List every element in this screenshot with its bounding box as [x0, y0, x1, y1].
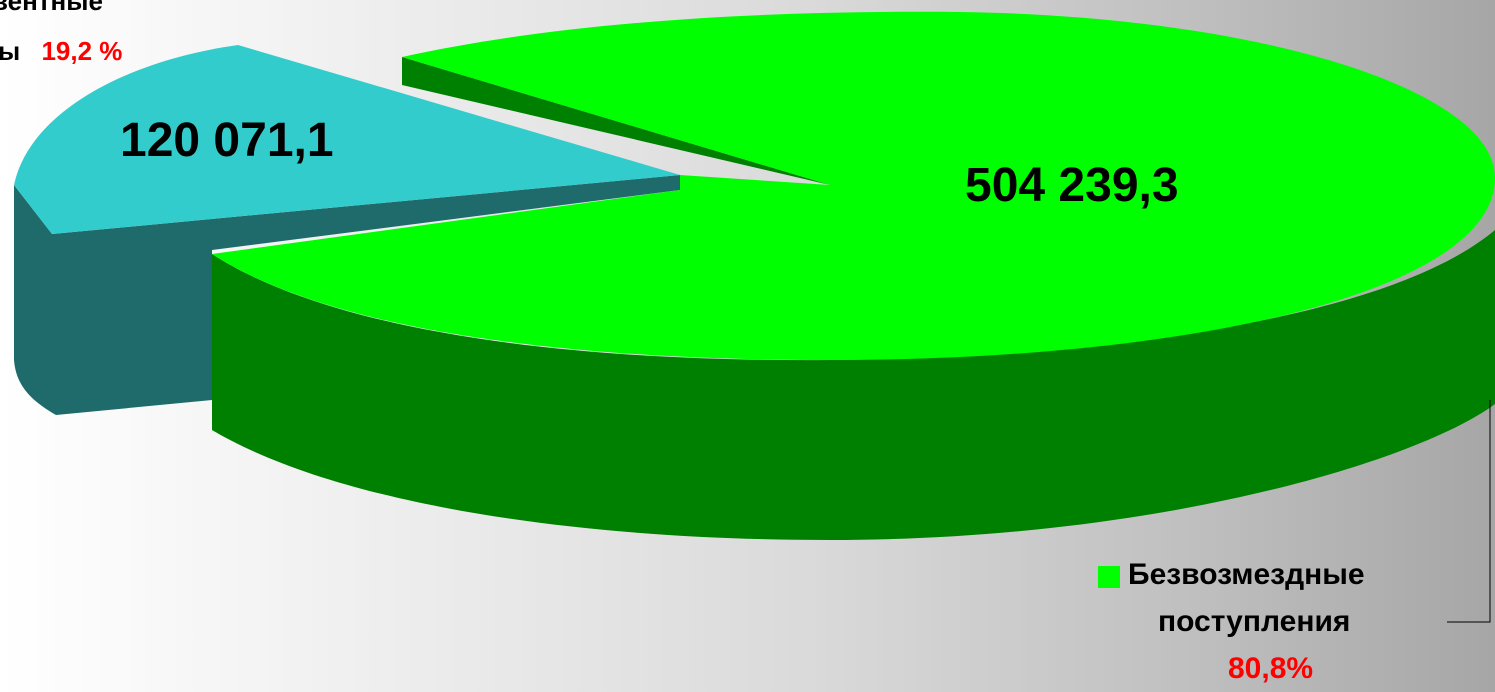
green-category-line1: Безвозмездные: [1128, 558, 1365, 591]
pie-slice-side-green: [212, 230, 1495, 540]
green-category-line2: поступления: [1158, 605, 1351, 638]
teal-percent: 19,2 %: [41, 36, 123, 66]
teal-category-line1: вентные: [0, 0, 103, 16]
pie-slice-top-teal: [14, 45, 680, 234]
teal-category-line2: ы 19,2 %: [0, 36, 122, 67]
data-label-teal-value: 120 071,1: [120, 114, 334, 167]
teal-category-text: ы: [0, 36, 21, 66]
pie-slice-top-green: [212, 11, 1495, 361]
pie-slice-side-teal: [14, 175, 680, 415]
legend-swatch-green: [1098, 566, 1120, 588]
green-percent: 80,8%: [1228, 652, 1314, 685]
leader-line: [1447, 400, 1491, 623]
data-label-green-value: 504 239,3: [965, 159, 1179, 212]
